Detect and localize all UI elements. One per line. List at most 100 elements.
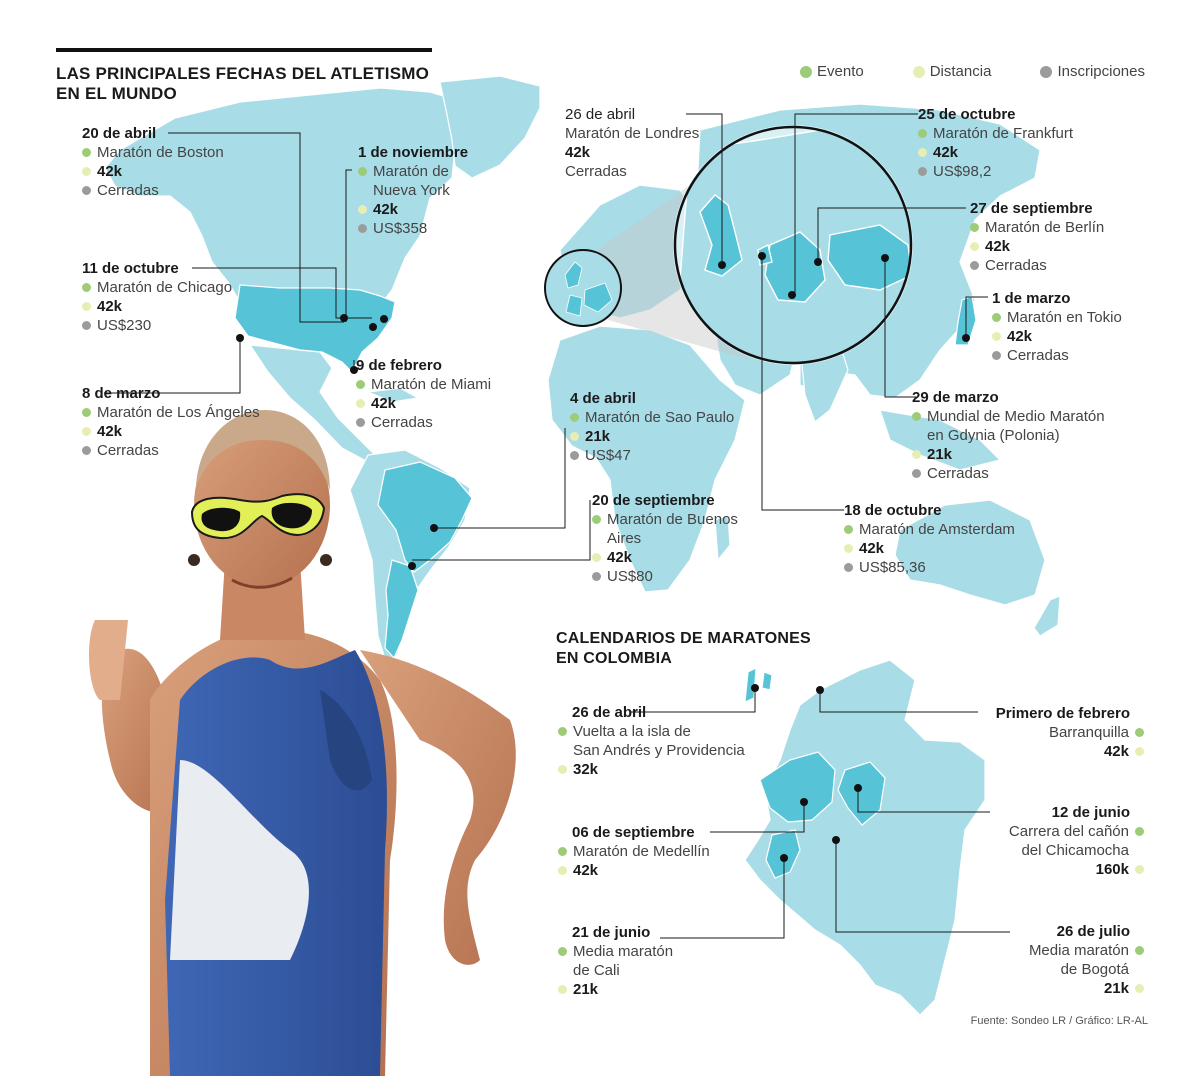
- event-label-nuevayork: 1 de noviembre Maratón de Nueva York 42k …: [358, 143, 518, 238]
- evento-dot-icon: [358, 167, 367, 176]
- colombia-markers: [751, 684, 862, 862]
- event-distance: 21k: [573, 981, 599, 998]
- event-name: Media maratón: [573, 943, 674, 960]
- colombia-label-sanandres: 26 de abril Vuelta a la isla de San André…: [558, 703, 768, 779]
- marker-boston: [380, 315, 388, 323]
- marker-frankfurt: [788, 291, 796, 299]
- distancia-dot-icon: [1135, 984, 1144, 993]
- marker-londres: [718, 261, 726, 269]
- title-bar: [56, 48, 432, 52]
- new-zealand: [1033, 595, 1061, 637]
- distancia-dot-icon: [918, 148, 927, 157]
- event-label-losangeles: 8 de marzo Maratón de Los Ángeles 42k Ce…: [82, 384, 282, 460]
- event-label-tokio: 1 de marzo Maratón en Tokio 42k Cerradas: [992, 289, 1152, 365]
- event-name: Carrera del cañón: [1008, 823, 1129, 840]
- santander-highlight: [837, 761, 886, 826]
- event-name: Maratón de Berlín: [985, 219, 1105, 236]
- uk-highlight: [699, 194, 743, 277]
- event-name: Mundial de Medio Maratón: [927, 408, 1105, 425]
- event-name: Aires: [607, 530, 642, 547]
- distancia-dot-icon: [558, 985, 567, 994]
- runner-photo: [88, 410, 516, 1076]
- madagascar: [714, 514, 731, 562]
- evento-dot-icon: [1135, 728, 1144, 737]
- event-distance: 21k: [1103, 980, 1129, 997]
- colombia-label-cali: 21 de junio Media maratón de Cali 21k: [558, 923, 728, 999]
- argentina-highlight: [384, 559, 419, 660]
- inscripciones-dot-icon: [970, 261, 979, 270]
- event-date: 18 de octubre: [844, 502, 942, 519]
- event-registration: US$230: [97, 317, 152, 334]
- inscripciones-dot-icon: [570, 451, 579, 460]
- evento-dot-icon: [82, 148, 91, 157]
- marker-chicago: [340, 314, 348, 322]
- colombia-leader-lines: [630, 688, 1010, 939]
- evento-dot-icon: [992, 313, 1001, 322]
- colombia-title-line1: CALENDARIOS DE MARATONES: [556, 630, 811, 647]
- inscripciones-dot-icon: [1040, 65, 1053, 78]
- evento-dot-icon: [912, 412, 921, 421]
- event-distance: 42k: [97, 298, 123, 315]
- legend-label-inscripciones: Inscripciones: [1057, 63, 1145, 80]
- evento-dot-icon: [82, 283, 91, 292]
- evento-dot-icon: [558, 847, 567, 856]
- event-registration: US$85,36: [859, 559, 926, 576]
- event-name: en Gdynia (Polonia): [927, 427, 1060, 444]
- event-distance: 42k: [985, 238, 1011, 255]
- distancia-dot-icon: [570, 432, 579, 441]
- caribbean: [365, 387, 420, 403]
- event-name: Maratón de Medellín: [573, 843, 710, 860]
- event-distance: 42k: [933, 144, 959, 161]
- event-date: 20 de abril: [82, 125, 157, 142]
- legend-item-distancia: Distancia: [912, 63, 991, 80]
- event-name: San Andrés y Providencia: [573, 742, 745, 759]
- inscripciones-dot-icon: [592, 572, 601, 581]
- distancia-dot-icon: [1135, 865, 1144, 874]
- distancia-dot-icon: [970, 242, 979, 251]
- inscripciones-dot-icon: [912, 469, 921, 478]
- evento-dot-icon: [558, 727, 567, 736]
- event-name: Maratón en Tokio: [1007, 309, 1122, 326]
- event-distance: 42k: [565, 144, 591, 161]
- africa: [547, 325, 746, 593]
- san-andres-islands: [744, 666, 773, 703]
- brazil-highlight: [377, 461, 473, 573]
- world-markers: [236, 252, 970, 570]
- colombia-title-line2: EN COLOMBIA: [556, 650, 672, 667]
- event-label-frankfurt: 25 de octubre Maratón de Frankfurt 42k U…: [918, 105, 1088, 181]
- event-name: Maratón de Miami: [371, 376, 492, 393]
- event-name: Maratón de Londres: [565, 125, 700, 142]
- valle-highlight: [765, 829, 801, 879]
- event-date: 11 de octubre: [82, 260, 179, 277]
- inscripciones-dot-icon: [918, 167, 927, 176]
- europe-zoom: [673, 125, 913, 365]
- inscripciones-dot-icon: [82, 186, 91, 195]
- event-registration: US$80: [607, 568, 653, 585]
- marker-losangeles: [236, 334, 244, 342]
- distancia-dot-icon: [356, 399, 365, 408]
- event-date: 12 de junio: [1051, 804, 1130, 821]
- event-registration: Cerradas: [985, 257, 1047, 274]
- event-name: de Bogotá: [1060, 961, 1129, 978]
- event-label-chicago: 11 de octubre Maratón de Chicago 42k US$…: [82, 259, 282, 335]
- event-name: Media maratón: [1028, 942, 1129, 959]
- southeast-asia: [879, 409, 1002, 471]
- colombia-label-bogota: 26 de julio Media maratón de Bogotá 21k: [990, 922, 1144, 998]
- legend-label-evento: Evento: [817, 63, 864, 80]
- antioquia-highlight: [759, 751, 836, 823]
- marker-barranquilla: [816, 686, 824, 694]
- event-name: Barranquilla: [1048, 724, 1129, 741]
- event-registration: Cerradas: [97, 442, 159, 459]
- event-distance: 42k: [373, 201, 399, 218]
- distancia-dot-icon: [558, 765, 567, 774]
- event-name: del Chicamocha: [1021, 842, 1129, 859]
- distancia-dot-icon: [358, 205, 367, 214]
- usa-highlight: [234, 284, 396, 374]
- distancia-dot-icon: [844, 544, 853, 553]
- event-date: 1 de marzo: [992, 290, 1071, 307]
- marker-berlin: [814, 258, 822, 266]
- evento-dot-icon: [82, 408, 91, 417]
- highlighted-countries: [234, 284, 473, 660]
- evento-dot-icon: [1135, 827, 1144, 836]
- event-distance: 42k: [371, 395, 397, 412]
